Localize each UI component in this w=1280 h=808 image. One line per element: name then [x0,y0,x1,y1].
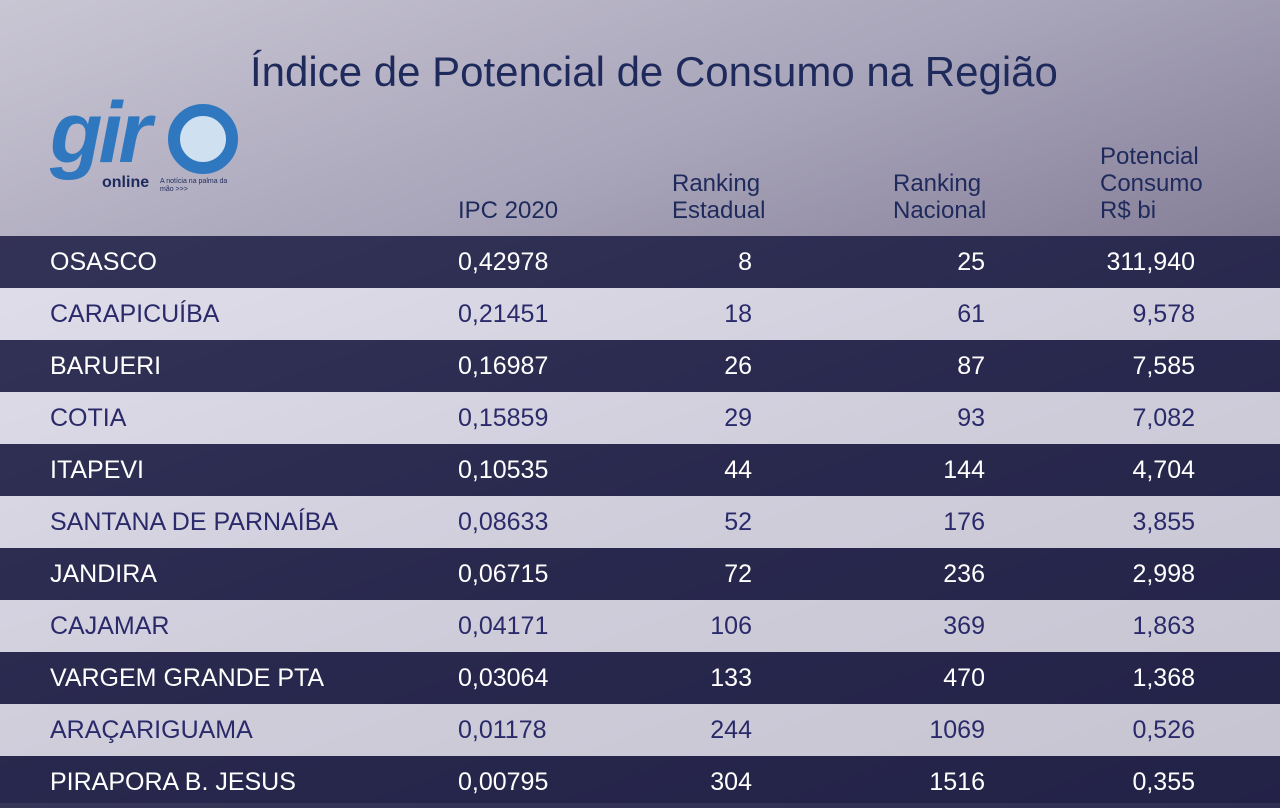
table-cell: 8 [738,248,752,276]
table-cell: 0,16987 [458,352,549,380]
table-cell: 2,998 [1132,560,1195,588]
city-name: JANDIRA [50,560,157,588]
city-name: VARGEM GRANDE PTA [50,664,325,692]
table-cell: 7,585 [1132,352,1195,380]
table-row: CARAPICUÍBA 0,21451 18 61 9,578 [0,288,1280,340]
column-header: Potencial Consumo R$ bi [1100,143,1203,224]
logo: gir online A notícia na palma da mão >>> [50,85,238,202]
header-line: Consumo [1100,170,1203,197]
table-cell: 1,863 [1132,612,1195,640]
table-cell: 0,01178 [458,716,547,744]
header-line: IPC 2020 [458,197,559,224]
table-cell: 0,06715 [458,560,549,588]
city-name: CARAPICUÍBA [50,300,220,328]
logo-sub: online [102,174,150,191]
table-cell: 93 [957,404,985,432]
table-cell: 144 [943,456,985,484]
table-cell: 4,704 [1132,456,1195,484]
column-header: Ranking Estadual [672,170,765,224]
table-cell: 3,855 [1132,508,1195,536]
header-line: Ranking [672,170,761,197]
table-row: CAJAMAR 0,04171 106 369 1,863 [0,600,1280,652]
city-name: BARUERI [50,352,162,380]
table-cell: 244 [710,716,752,744]
header-line: Potencial [1100,143,1199,170]
table-cell: 0,15859 [458,404,549,432]
city-name: CAJAMAR [50,612,170,640]
table-cell: 72 [724,560,752,588]
logo-tagline: A notícia na palma da mão >>> [160,178,228,193]
city-name: PIRAPORA B. JESUS [50,768,296,796]
city-name: ITAPEVI [50,456,145,484]
table-cell: 0,03064 [458,664,549,692]
table-row: VARGEM GRANDE PTA 0,03064 133 470 1,368 [0,652,1280,704]
table-cell: 236 [943,560,985,588]
table-cell: 1069 [929,716,985,744]
city-name: OSASCO [50,248,157,276]
table-cell: 0,10535 [458,456,549,484]
table-cell: 52 [724,508,752,536]
table-cell: 44 [724,456,752,484]
table-cell: 369 [943,612,985,640]
city-name: SANTANA DE PARNAÍBA [50,508,339,536]
table-cell: 61 [957,300,985,328]
table-cell: 106 [710,612,752,640]
table-cell: 304 [710,768,752,796]
column-header: Ranking Nacional [893,170,986,224]
table-row: SANTANA DE PARNAÍBA 0,08633 52 176 3,855 [0,496,1280,548]
table-cell: 0,42978 [458,248,549,276]
table-row: OSASCO 0,42978 8 25 311,940 [0,236,1280,288]
header-line: Ranking [893,170,982,197]
table-cell: 1516 [929,768,985,796]
table-cell: 133 [710,664,752,692]
table-cell: 7,082 [1132,404,1195,432]
header-line: R$ bi [1100,197,1157,224]
header-line: Nacional [893,197,987,224]
table-cell: 26 [724,352,752,380]
table-row: ARAÇARIGUAMA 0,01178 244 1069 0,526 [0,704,1280,756]
table-cell: 9,578 [1132,300,1195,328]
table-cell: 25 [957,248,985,276]
title: Índice de Potencial de Consumo na Região [250,48,1058,95]
table-row: ITAPEVI 0,10535 44 144 4,704 [0,444,1280,496]
table-cell: 18 [724,300,752,328]
table-cell: 29 [724,404,752,432]
table-cell: 311,940 [1106,248,1195,276]
table-cell: 87 [957,352,985,380]
table-cell: 0,526 [1132,716,1195,744]
city-name: ARAÇARIGUAMA [50,716,253,744]
city-name: COTIA [50,404,127,432]
table-cell: 0,04171 [458,612,549,640]
table-cell: 0,355 [1132,768,1195,796]
column-header: IPC 2020 [458,197,558,224]
table-row: COTIA 0,15859 29 93 7,082 [0,392,1280,444]
table-row: PIRAPORA B. JESUS 0,00795 304 1516 0,355 [0,756,1280,808]
table-cell: 0,21451 [458,300,549,328]
table-row: BARUERI 0,16987 26 87 7,585 [0,340,1280,392]
table-cell: 1,368 [1132,664,1195,692]
header-line: Estadual [672,197,766,224]
table-row: JANDIRA 0,06715 72 236 2,998 [0,548,1280,600]
logo-icon [168,104,238,174]
logo-brand: gir [50,85,152,181]
table-cell: 0,00795 [458,768,549,796]
table-cell: 470 [943,664,985,692]
table-cell: 0,08633 [458,508,549,536]
table-cell: 176 [943,508,985,536]
